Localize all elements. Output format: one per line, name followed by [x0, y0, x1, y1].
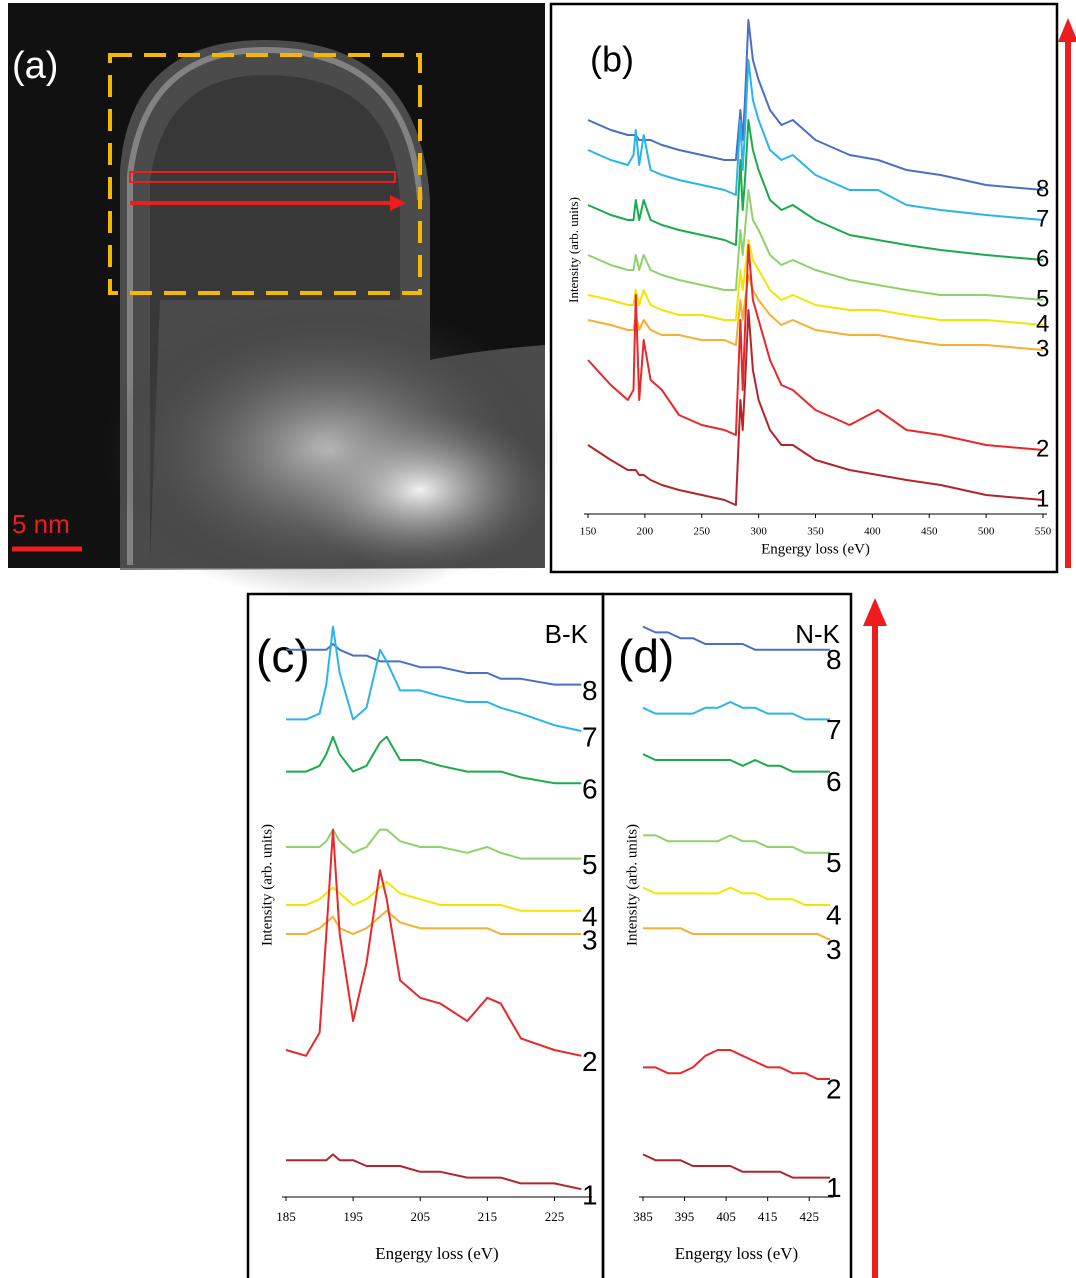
structure-core — [150, 75, 400, 560]
edge-label: N-K — [795, 619, 840, 649]
x-tick-label: 225 — [545, 1209, 565, 1224]
panel-frame — [246, 592, 605, 1278]
panel-label: (d) — [618, 630, 674, 682]
x-axis-title: Engergy loss (eV) — [675, 1244, 798, 1263]
spectrum-line — [643, 927, 831, 941]
x-tick-label: 415 — [758, 1209, 778, 1224]
spectrum-line — [642, 1153, 830, 1179]
spectrum-line — [286, 735, 582, 785]
panel-label: (a) — [12, 45, 58, 87]
spectrum-line — [587, 189, 1044, 301]
series-label: 4 — [826, 899, 842, 930]
series-label: 8 — [582, 675, 598, 706]
x-tick-label: 200 — [637, 526, 654, 538]
spectrum-line — [587, 274, 1044, 351]
series-label: 3 — [826, 934, 842, 965]
spectrum-line — [286, 880, 582, 912]
y-axis-title: Intensity (arb. units) — [624, 824, 640, 946]
spectrum-line — [642, 701, 830, 721]
series-label: 8 — [826, 644, 842, 675]
y-axis-title: Intensity (arb. units) — [566, 197, 581, 303]
x-tick-label: 395 — [675, 1209, 695, 1224]
x-tick-label: 150 — [580, 526, 597, 538]
x-tick-label: 250 — [694, 526, 711, 538]
spectrum-line — [643, 834, 830, 854]
series-label: 3 — [582, 924, 598, 955]
series-label: 6 — [826, 766, 842, 797]
x-tick-label: 205 — [410, 1209, 430, 1224]
x-tick-label: 385 — [633, 1209, 653, 1224]
spectrum-line — [643, 1049, 830, 1080]
series-label: 4 — [1036, 310, 1049, 337]
spectrum-line — [587, 59, 1044, 221]
spectrum-line — [587, 244, 1044, 451]
series-label: 2 — [826, 1073, 842, 1104]
region-box — [108, 53, 422, 295]
series-label: 5 — [582, 849, 598, 880]
series-label: 1 — [826, 1172, 842, 1203]
series-label: 6 — [582, 774, 598, 805]
image-panel: (a) 5 nm — [8, 3, 560, 600]
series-label: 5 — [826, 847, 842, 878]
x-tick-label: 185 — [276, 1209, 296, 1224]
direction-arrow-head — [1058, 18, 1076, 42]
series-label: 7 — [582, 721, 598, 752]
x-tick-label: 215 — [478, 1209, 498, 1224]
y-axis-title: Intensity (arb. units) — [259, 824, 275, 946]
series-label: 1 — [1036, 485, 1049, 512]
panel-label: (c) — [256, 630, 310, 682]
x-tick-label: 405 — [716, 1209, 736, 1224]
x-tick-label: 195 — [343, 1209, 363, 1224]
spectrum-line — [642, 886, 830, 906]
spectrum-line — [286, 828, 582, 860]
spectrum-line — [286, 625, 582, 732]
x-axis-title: Engergy loss (eV) — [375, 1244, 498, 1263]
scan-box — [129, 171, 396, 183]
spectrum-line — [642, 625, 830, 651]
series-label: 3 — [1036, 335, 1049, 362]
spectrum-line — [587, 119, 1044, 261]
x-tick-label: 500 — [978, 526, 995, 538]
spectrum-line — [286, 1153, 582, 1191]
series-label: 4 — [582, 901, 598, 932]
spectrum-line — [587, 19, 1044, 191]
series-label: 2 — [1036, 435, 1049, 462]
glow — [290, 410, 550, 570]
x-tick-label: 450 — [921, 526, 938, 538]
x-tick-label: 300 — [750, 526, 767, 538]
series-label: 2 — [582, 1046, 598, 1077]
spectrum-line — [587, 239, 1044, 326]
series-label: 6 — [1036, 245, 1049, 272]
series-label: 7 — [826, 714, 842, 745]
series-label: 7 — [1036, 205, 1049, 232]
structure-wall — [127, 46, 423, 565]
direction-arrow-head — [863, 598, 887, 626]
panel-frame — [601, 592, 853, 1278]
spectrum-line — [587, 309, 1044, 506]
series-label: 5 — [1036, 285, 1049, 312]
panel-frame — [549, 2, 1059, 574]
scale-bar-label: 5 nm — [12, 509, 70, 539]
spectrum-line — [286, 909, 582, 935]
x-tick-label: 425 — [799, 1209, 819, 1224]
spectrum-line — [285, 828, 582, 1057]
x-tick-label: 350 — [807, 526, 824, 538]
edge-label: B-K — [545, 619, 589, 649]
scan-arrow-head — [390, 195, 406, 211]
series-label: 8 — [1036, 175, 1049, 202]
series-label: 1 — [582, 1180, 598, 1211]
x-axis-title: Engergy loss (eV) — [761, 541, 870, 557]
x-tick-label: 550 — [1035, 526, 1052, 538]
spectrum-line — [642, 753, 830, 773]
x-tick-label: 400 — [864, 526, 881, 538]
panel-label: (b) — [590, 39, 634, 80]
